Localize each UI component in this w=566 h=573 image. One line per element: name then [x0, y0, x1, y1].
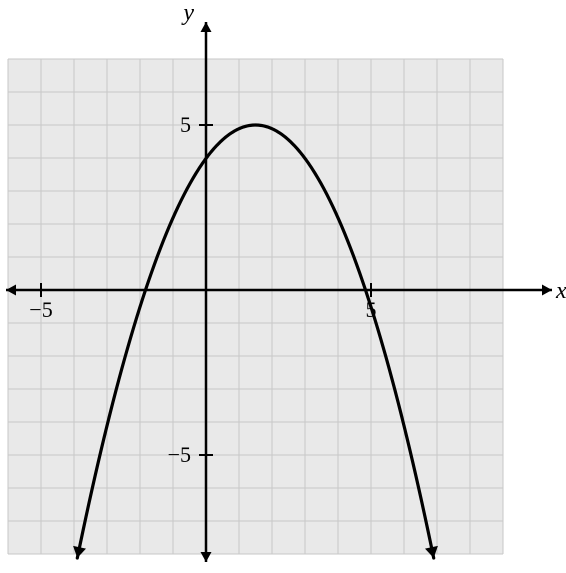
svg-text:−5: −5 — [29, 297, 52, 322]
parabola-chart: yx−555−5 — [0, 0, 566, 573]
svg-text:y: y — [181, 0, 194, 26]
svg-text:−5: −5 — [168, 442, 191, 467]
chart-canvas: yx−555−5 — [0, 0, 566, 573]
svg-text:x: x — [555, 278, 566, 304]
svg-text:5: 5 — [180, 112, 191, 137]
